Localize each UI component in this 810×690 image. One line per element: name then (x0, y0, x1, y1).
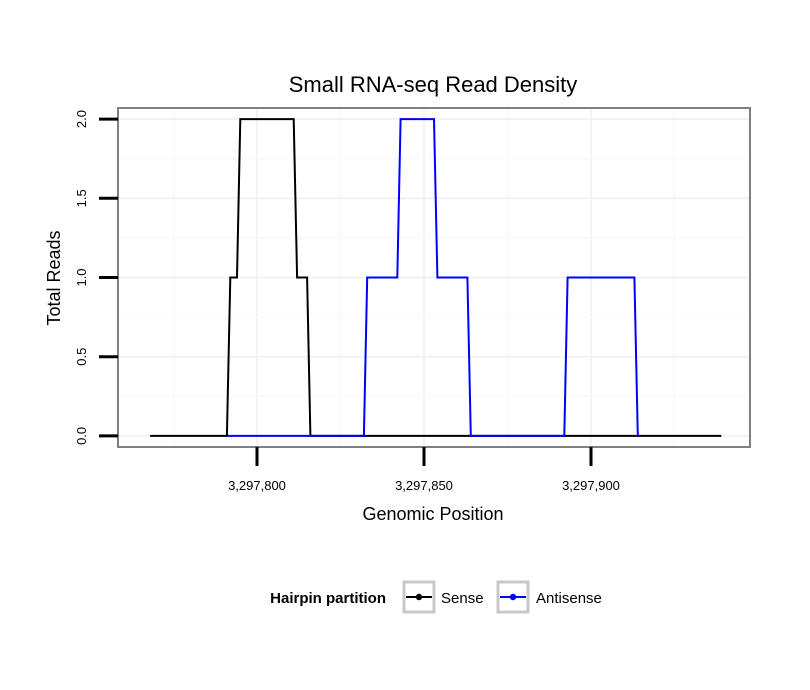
legend-title: Hairpin partition (270, 590, 386, 607)
y-tick-label: 1.0 (74, 268, 89, 286)
x-tick-label: 3,297,900 (562, 478, 620, 493)
x-tick-label: 3,297,850 (395, 478, 453, 493)
series-line-sense (150, 118, 722, 437)
chart-title: Small RNA-seq Read Density (289, 72, 578, 97)
x-axis: 3,297,800 3,297,850 3,297,900 (228, 447, 620, 493)
y-tick-label: 0.5 (74, 348, 89, 366)
y-tick-label: 0.0 (74, 427, 89, 445)
antisense-point-icon (509, 593, 517, 601)
y-axis-label: Total Reads (44, 230, 64, 325)
y-tick-label: 1.5 (74, 189, 89, 207)
legend-item-antisense[interactable]: Antisense (496, 580, 602, 614)
plot-series (150, 118, 722, 437)
legend-label-antisense: Antisense (536, 590, 602, 607)
x-axis-label: Genomic Position (362, 504, 503, 524)
y-tick-label: 2.0 (74, 110, 89, 128)
y-axis: 0.0 0.5 1.0 1.5 2.0 (74, 110, 118, 445)
legend-item-sense[interactable]: Sense (402, 580, 484, 614)
series-line-antisense (226, 118, 639, 437)
x-tick-label: 3,297,800 (228, 478, 286, 493)
sense-point-icon (415, 593, 423, 601)
legend: Hairpin partition Sense Antisense (270, 580, 602, 614)
legend-label-sense: Sense (441, 590, 484, 607)
